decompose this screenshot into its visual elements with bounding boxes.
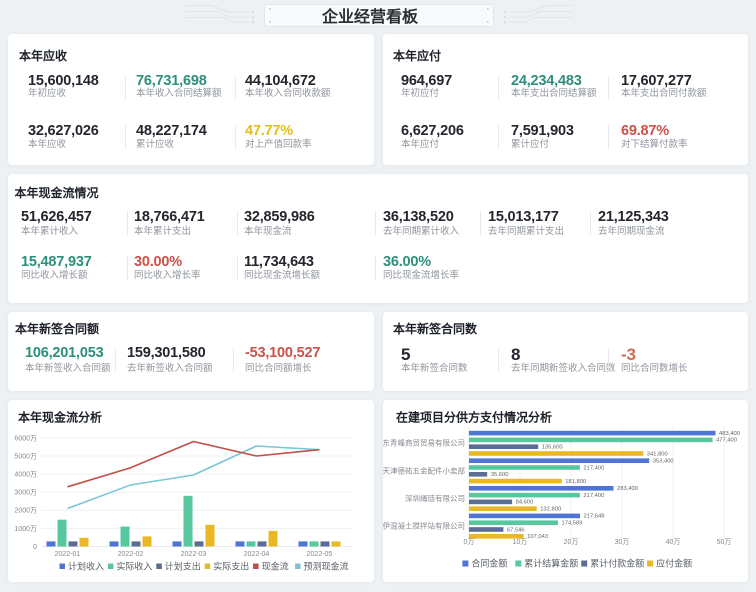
svg-text:353,400: 353,400 xyxy=(653,459,674,465)
svg-text:132,800: 132,800 xyxy=(540,507,561,513)
svg-text:累计结算金额: 累计结算金额 xyxy=(524,558,578,569)
svg-text:4000万: 4000万 xyxy=(14,471,37,479)
svg-text:成都佐伊混凝土搅拌站有限公司: 成都佐伊混凝土搅拌站有限公司 xyxy=(383,521,465,531)
svg-text:5000万: 5000万 xyxy=(14,452,37,460)
svg-text:应付金额: 应付金额 xyxy=(656,558,692,569)
svg-text:深圳绳琏有限公司: 深圳绳琏有限公司 xyxy=(405,493,465,503)
svg-text:2022-05: 2022-05 xyxy=(307,551,333,558)
svg-text:107,043: 107,043 xyxy=(527,534,548,540)
svg-text:1000万: 1000万 xyxy=(14,525,37,533)
svg-text:0: 0 xyxy=(33,544,37,551)
svg-text:天津德祐五金配件小卖部: 天津德祐五金配件小卖部 xyxy=(383,465,465,475)
svg-text:217,400: 217,400 xyxy=(583,493,604,499)
svg-text:2022-01: 2022-01 xyxy=(55,551,81,558)
svg-text:3000万: 3000万 xyxy=(14,489,37,497)
svg-text:341,800: 341,800 xyxy=(647,451,668,457)
svg-text:135,600: 135,600 xyxy=(542,445,563,451)
svg-text:217,648: 217,648 xyxy=(584,514,605,520)
svg-text:20万: 20万 xyxy=(564,538,579,546)
svg-text:174,589: 174,589 xyxy=(562,521,583,527)
svg-text:483,400: 483,400 xyxy=(719,431,740,437)
svg-text:50万: 50万 xyxy=(717,538,732,546)
svg-text:2022-04: 2022-04 xyxy=(244,551,270,558)
svg-text:累计付款金额: 累计付款金额 xyxy=(590,558,644,569)
svg-text:35,600: 35,600 xyxy=(491,472,509,478)
svg-text:现金流: 现金流 xyxy=(262,560,289,571)
svg-text:2022-02: 2022-02 xyxy=(118,551,144,558)
svg-text:10万: 10万 xyxy=(513,538,528,546)
svg-text:2022-03: 2022-03 xyxy=(181,551,207,558)
svg-text:2000万: 2000万 xyxy=(14,507,37,515)
svg-text:30万: 30万 xyxy=(615,538,630,546)
svg-text:40万: 40万 xyxy=(666,538,681,546)
svg-text:在建项目分供方支付情况分析: 在建项目分供方支付情况分析 xyxy=(396,410,552,425)
svg-text:计划支出: 计划支出 xyxy=(165,560,201,571)
svg-text:283,400: 283,400 xyxy=(617,486,638,492)
svg-text:实际支出: 实际支出 xyxy=(213,560,249,571)
svg-text:84,600: 84,600 xyxy=(516,500,534,506)
svg-text:67,546: 67,546 xyxy=(507,527,525,533)
svg-text:0万: 0万 xyxy=(464,538,475,546)
svg-text:预测现金流: 预测现金流 xyxy=(304,560,349,571)
svg-text:企业经营看板: 企业经营看板 xyxy=(321,7,419,26)
svg-text:477,400: 477,400 xyxy=(716,438,737,444)
svg-text:217,400: 217,400 xyxy=(583,465,604,471)
svg-text:计划收入: 计划收入 xyxy=(68,560,104,571)
svg-text:181,800: 181,800 xyxy=(565,479,586,485)
svg-text:本年现金流分析: 本年现金流分析 xyxy=(18,410,102,425)
svg-text:山东青峰商贸贸易有限公司: 山东青峰商贸贸易有限公司 xyxy=(383,438,465,448)
svg-text:6000万: 6000万 xyxy=(14,434,37,442)
svg-text:合同金额: 合同金额 xyxy=(471,558,507,569)
svg-text:实际收入: 实际收入 xyxy=(116,560,152,571)
